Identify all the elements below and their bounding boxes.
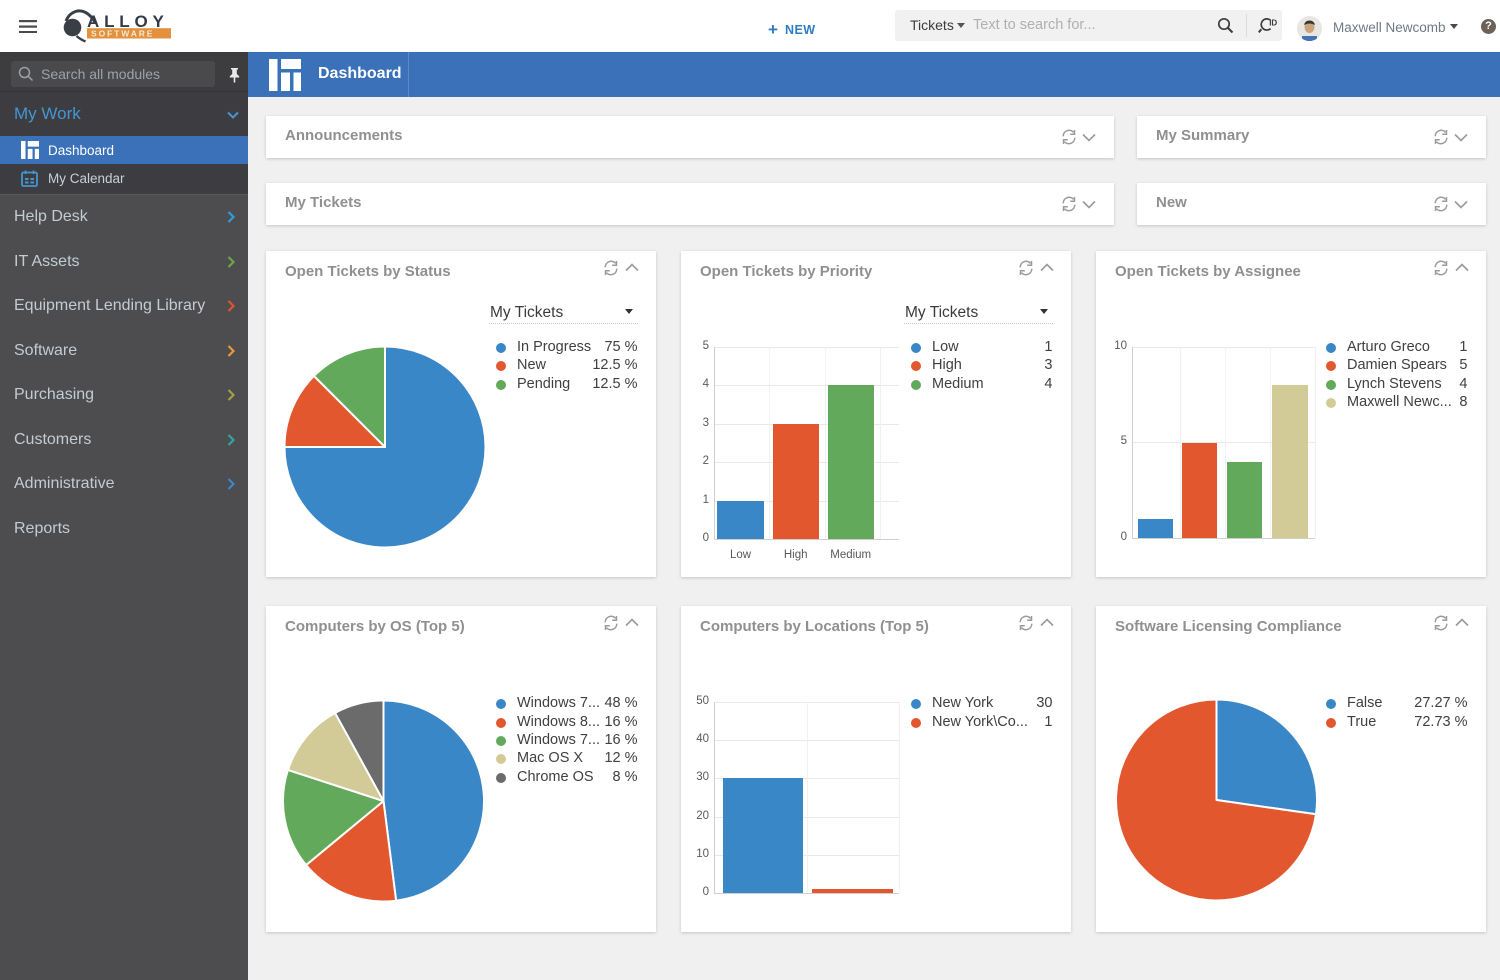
svg-text:ALLOY: ALLOY xyxy=(87,12,169,31)
svg-text:SOFTWARE: SOFTWARE xyxy=(91,29,154,39)
svg-text:ID: ID xyxy=(1269,19,1277,28)
